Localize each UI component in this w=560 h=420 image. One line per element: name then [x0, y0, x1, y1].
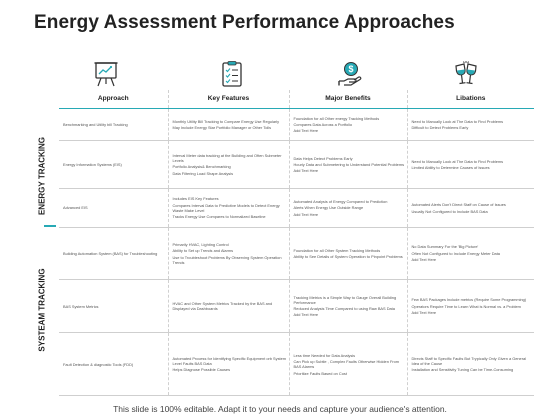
cell-line: BAS System Metrics [63, 303, 99, 309]
cell-line: Operators Require Time to Learn What is … [411, 303, 521, 309]
cell-line: Compares Interval Data to Predictive Mod… [172, 202, 280, 213]
svg-text:$: $ [348, 64, 353, 74]
benefits-cell: Automated Analysis of Energy Compared to… [288, 188, 407, 229]
cell-line: Fault Detection & diagnostic Tools (FDD) [63, 361, 134, 367]
cell-line: Few BAS Packages Include metrics (Requir… [411, 297, 527, 303]
cell-line: Compares Data Across a Portfolio [293, 121, 353, 127]
features-cell: Automated Process for Identifying Specif… [167, 332, 289, 396]
presentation-board-icon [93, 60, 119, 88]
footer-note: This slide is 100% editable. Adapt it to… [113, 404, 447, 414]
cell-line: No Data Summary For the 'Big Picture' [411, 244, 479, 250]
table-row: Benchmarking and Utility bill Tracking Mo… [59, 108, 534, 142]
cell-line: Need to Manually Look at The Data to Fin… [411, 158, 504, 164]
cell-line: Ability to See Details of System Operati… [293, 254, 403, 260]
cell-line: Less time Needed for Data Analysis [293, 352, 356, 358]
cell-line: Data Filtering Load Shape Analysis [172, 170, 234, 176]
cell-line: Add Text Here [293, 128, 319, 134]
cell-line: Automated Process for Identifying Specif… [172, 356, 287, 366]
cell-line: Includes EIS Key Features [172, 196, 219, 202]
benefits-cell: Foundation for all Other energy Tracking… [288, 108, 407, 142]
cell-line: Building Automation System (BAS) for Tro… [63, 250, 158, 256]
table-row: Building Automation System (BAS) for Tro… [59, 227, 534, 280]
cell-line: May Include Energy Star Portfolio Manage… [172, 125, 272, 131]
checklist-icon [219, 60, 245, 88]
column-header: Major Benefits [288, 90, 407, 109]
approach-cell: BAS System Metrics [59, 279, 168, 334]
approach-cell: Energy Information Systems (EIS) [59, 140, 168, 189]
libations-cell: Need to Manually Look at The Data to Fin… [406, 108, 534, 142]
cell-line: Add Text Here [411, 257, 437, 263]
cell-line: Tracks Energy Use Compares to Normalized… [172, 214, 266, 220]
table-row: Energy Information Systems (EIS) Interval… [59, 140, 534, 189]
features-cell: Primarily HVAC, Lighting Control Ability … [167, 227, 289, 280]
slide-title: Energy Assessment Performance Approaches [34, 12, 455, 33]
cell-line: Hourly Data and Submetering to Understan… [293, 161, 405, 167]
cell-line: Energy Information Systems (EIS) [63, 161, 122, 167]
column-header: Approach [59, 90, 168, 109]
column-header: Key Features [167, 90, 289, 109]
cell-line: Often Not Configured to Include Energy M… [411, 250, 500, 256]
cell-line: Installation and Sensitivity Tuning Can … [411, 367, 514, 373]
cell-line: Limited Ability to Determine Causes of I… [411, 165, 490, 171]
cell-line: Monthly Utility Bill Tracking to Compare… [172, 118, 280, 124]
cell-line: Alerts When Energy Use Outside Range [293, 205, 364, 211]
cell-line: Helps Diagnose Possible Causes [172, 367, 231, 373]
cell-line: Automated Alerts Don't Direct Staff on C… [411, 202, 506, 208]
benefits-cell: Tracking Metrics is a Simple Way to Gaug… [288, 279, 407, 334]
column-header: Libations [406, 90, 534, 109]
cell-line: Add Text Here [293, 168, 319, 174]
approach-cell: Fault Detection & diagnostic Tools (FDD) [59, 332, 168, 396]
cell-line: Can Pick up Subtle , Complex Faults Othe… [293, 359, 400, 370]
approach-cell: Benchmarking and Utility bill Tracking [59, 108, 168, 142]
features-cell: HVAC and Other System Metrics Tracked by… [167, 279, 289, 334]
features-cell: Includes EIS Key Features Compares Interv… [167, 188, 289, 229]
cell-line: Ability to Set up Trends and Alarms [172, 248, 234, 254]
cell-line: Benchmarking and Utility bill Tracking [63, 121, 128, 127]
approaches-table: Approach Key Features Major Benefits Lib… [59, 90, 534, 396]
cell-line: Directs Staff to Specific Faults But Try… [411, 356, 527, 366]
benefits-cell: Data Helps Detect Problems Early Hourly D… [288, 140, 407, 189]
cell-line: Prioritize Faults Based on Cost [293, 370, 347, 376]
wine-glasses-icon [453, 60, 479, 88]
libations-cell: Need to Manually Look at The Data to Fin… [406, 140, 534, 189]
money-hand-icon: $ [337, 60, 363, 88]
table-row: Advanced EIS Includes EIS Key Features Com… [59, 188, 534, 229]
benefits-cell: Less time Needed for Data Analysis Can Pi… [288, 332, 407, 396]
cell-line: Use to Troubleshoot Problems By Observin… [172, 254, 282, 265]
cell-line: Primarily HVAC, Lighting Control [172, 241, 229, 247]
cell-line: Difficult to Detect Problems Early [411, 125, 469, 131]
cell-line: Usually Not Configured to Include BAS Da… [411, 208, 488, 214]
table-row: BAS System Metrics HVAC and Other System … [59, 279, 534, 334]
cell-line: Need to Manually Look at The Data to Fin… [411, 118, 504, 124]
cell-line: Reduced Analysis Time Compared to using … [293, 306, 395, 312]
section-label-energy-tracking: ENERGY TRACKING [37, 136, 47, 216]
cell-line: Advanced EIS [63, 205, 88, 211]
features-cell: Monthly Utility Bill Tracking to Compare… [167, 108, 289, 142]
libations-cell: Few BAS Packages Include metrics (Requir… [406, 279, 534, 334]
table-row: Fault Detection & diagnostic Tools (FDD)… [59, 332, 534, 396]
libations-cell: Directs Staff to Specific Faults But Try… [406, 332, 534, 396]
cell-line: Portfolio Analysis& Benchmarking [172, 164, 231, 170]
section-label-system-tracking: SYSTEAM TRACKING [37, 268, 47, 352]
cell-line: Add Text Here [411, 309, 437, 315]
cell-line: Add Text Here [293, 312, 319, 318]
cell-line: Tracking Metrics is a Simple Way to Gaug… [293, 294, 397, 305]
table-header-row: Approach Key Features Major Benefits Lib… [59, 90, 534, 109]
cell-line: Interval Meter data tracking at the Buil… [172, 153, 282, 164]
approach-cell: Building Automation System (BAS) for Tro… [59, 227, 168, 280]
libations-cell: No Data Summary For the 'Big Picture' Oft… [406, 227, 534, 280]
cell-line: Data Helps Detect Problems Early [293, 155, 353, 161]
cell-line: Foundation for all Other System Tracking… [293, 247, 381, 253]
cell-line: HVAC and Other System Metrics Tracked by… [172, 301, 273, 312]
benefits-cell: Foundation for all Other System Tracking… [288, 227, 407, 280]
approach-cell: Advanced EIS [59, 188, 168, 229]
section-divider [44, 225, 56, 227]
cell-line: Add Text Here [293, 211, 319, 217]
libations-cell: Automated Alerts Don't Direct Staff on C… [406, 188, 534, 229]
cell-line: Foundation for all Other energy Tracking… [293, 115, 380, 121]
cell-line: Automated Analysis of Energy Compared to… [293, 198, 388, 204]
features-cell: Interval Meter data tracking at the Buil… [167, 140, 289, 189]
